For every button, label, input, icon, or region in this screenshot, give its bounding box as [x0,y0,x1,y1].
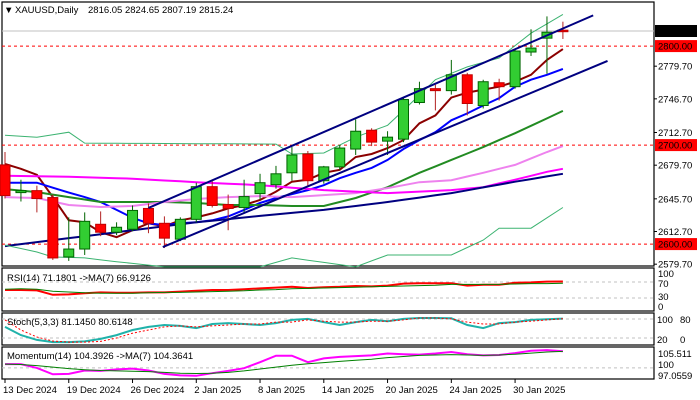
date-tick-label: 20 Jan 2025 [386,385,438,396]
candle-bullish[interactable] [286,154,298,174]
candle-bullish[interactable] [79,220,91,250]
candle-bullish[interactable] [111,226,123,233]
candle-bullish[interactable] [238,196,250,208]
price-tick-label: 2779.70 [658,62,692,73]
candle-bullish[interactable] [477,81,489,106]
indicator-axis-label: 0 [658,302,663,313]
candle-bearish[interactable] [493,82,505,88]
momentum-ma-line [4,350,563,375]
rsi-panel[interactable] [1,267,655,312]
indicator-axis-label: 80 [680,315,691,326]
candle-bearish[interactable] [366,129,378,143]
candle-bearish[interactable] [95,223,107,233]
level-tag-label: 2800.00 [658,42,692,53]
candle-bullish[interactable] [254,182,266,195]
date-tick-label: 13 Dec 2024 [3,385,57,396]
indicator-axis-label: 100 [658,269,674,280]
trend-channel-line[interactable] [148,14,594,209]
date-tick-label: 26 Dec 2024 [131,385,185,396]
candle-bullish[interactable] [334,147,346,168]
price-tick-label: 2645.70 [658,194,692,205]
indicator-axis-label: 70 [658,279,669,290]
candle-bearish[interactable] [31,190,43,200]
ma-green-line [4,109,564,207]
indicator-axis-label: 100 [657,315,673,326]
candle-bearish[interactable] [158,222,170,239]
candle-bearish[interactable] [222,203,234,209]
indicator-axis-label: 30 [658,292,669,303]
symbol-title: XAUUSD,Daily [15,5,79,16]
level-tag-label: 2600.00 [658,240,692,251]
ma-navy-line [4,172,564,248]
candle-bullish[interactable] [174,218,186,240]
candle-bullish[interactable] [190,186,202,220]
indicator-axis-label: 20 [657,335,668,346]
level-tag [655,238,697,251]
ohlc-readout: 2816.05 2824.65 2807.19 2815.24 [88,5,233,16]
ma-magenta-line [4,167,564,195]
candle-bearish[interactable] [47,197,59,259]
price-tick-label: 2579.70 [658,260,692,271]
trend-channel-line[interactable] [162,60,608,248]
candle-bullish[interactable] [525,47,537,53]
candle-bullish[interactable] [445,74,457,92]
main-price-panel[interactable] [1,1,655,267]
date-tick-label: 24 Jan 2025 [449,385,501,396]
price-tick-label: 2746.70 [658,94,692,105]
candle-bearish[interactable] [461,74,473,105]
candle-bearish[interactable] [302,153,314,182]
date-tick-label: 30 Jan 2025 [513,385,565,396]
candle-bearish[interactable] [206,186,218,206]
candle-bullish[interactable] [509,50,521,88]
candle-bearish[interactable] [142,207,154,224]
stoch-signal-line [4,317,563,343]
price-tick-label: 2612.70 [658,227,692,238]
candle-bearish[interactable] [0,164,11,197]
stoch-panel[interactable] [1,312,655,346]
indicator-axis-label: 97.0559 [658,371,692,382]
stoch-main-line [4,317,563,344]
current-price-label: 2815.24 [658,26,692,37]
candle-bullish[interactable] [398,99,409,140]
candle-bullish[interactable] [350,130,362,150]
date-tick-label: 19 Dec 2024 [67,385,121,396]
stoch-label: Stoch(5,3,3) 81.1450 80.6148 [7,317,133,328]
candle-bullish[interactable] [270,173,282,186]
candle-bullish[interactable] [382,136,394,142]
momentum-label: Momentum(14) 104.3926 ->MA(7) 104.3641 [7,351,193,362]
momentum-panel[interactable] [1,346,655,380]
date-tick-label: 2 Jan 2025 [194,385,241,396]
date-tick-label: 8 Jan 2025 [258,385,305,396]
current-price-tag [655,24,697,37]
price-tick-label: 2712.70 [658,128,692,139]
candle-bullish[interactable] [413,88,425,104]
indicator-axis-label: 100 [658,360,674,371]
indicator-axis-label: 105.511 [658,349,692,360]
bands-line [4,207,564,268]
candle-bullish[interactable] [15,190,27,194]
indicator-axis-label: 0 [680,335,685,346]
level-tag-label: 2700.00 [658,141,692,152]
candle-bullish[interactable] [127,209,139,230]
date-tick-label: 14 Jan 2025 [322,385,374,396]
candle-bearish[interactable] [429,88,441,92]
price-tick-label: 2679.70 [658,161,692,172]
triangle-down-icon[interactable]: ▼ [4,5,13,16]
rsi-label: RSI(14) 71.1801 ->MA(7) 66.9126 [7,273,151,284]
rsi-ma-line [4,282,563,294]
candle-bullish[interactable] [63,248,75,258]
rsi-line [5,280,563,296]
level-tag [655,40,697,53]
level-tag [655,139,697,152]
